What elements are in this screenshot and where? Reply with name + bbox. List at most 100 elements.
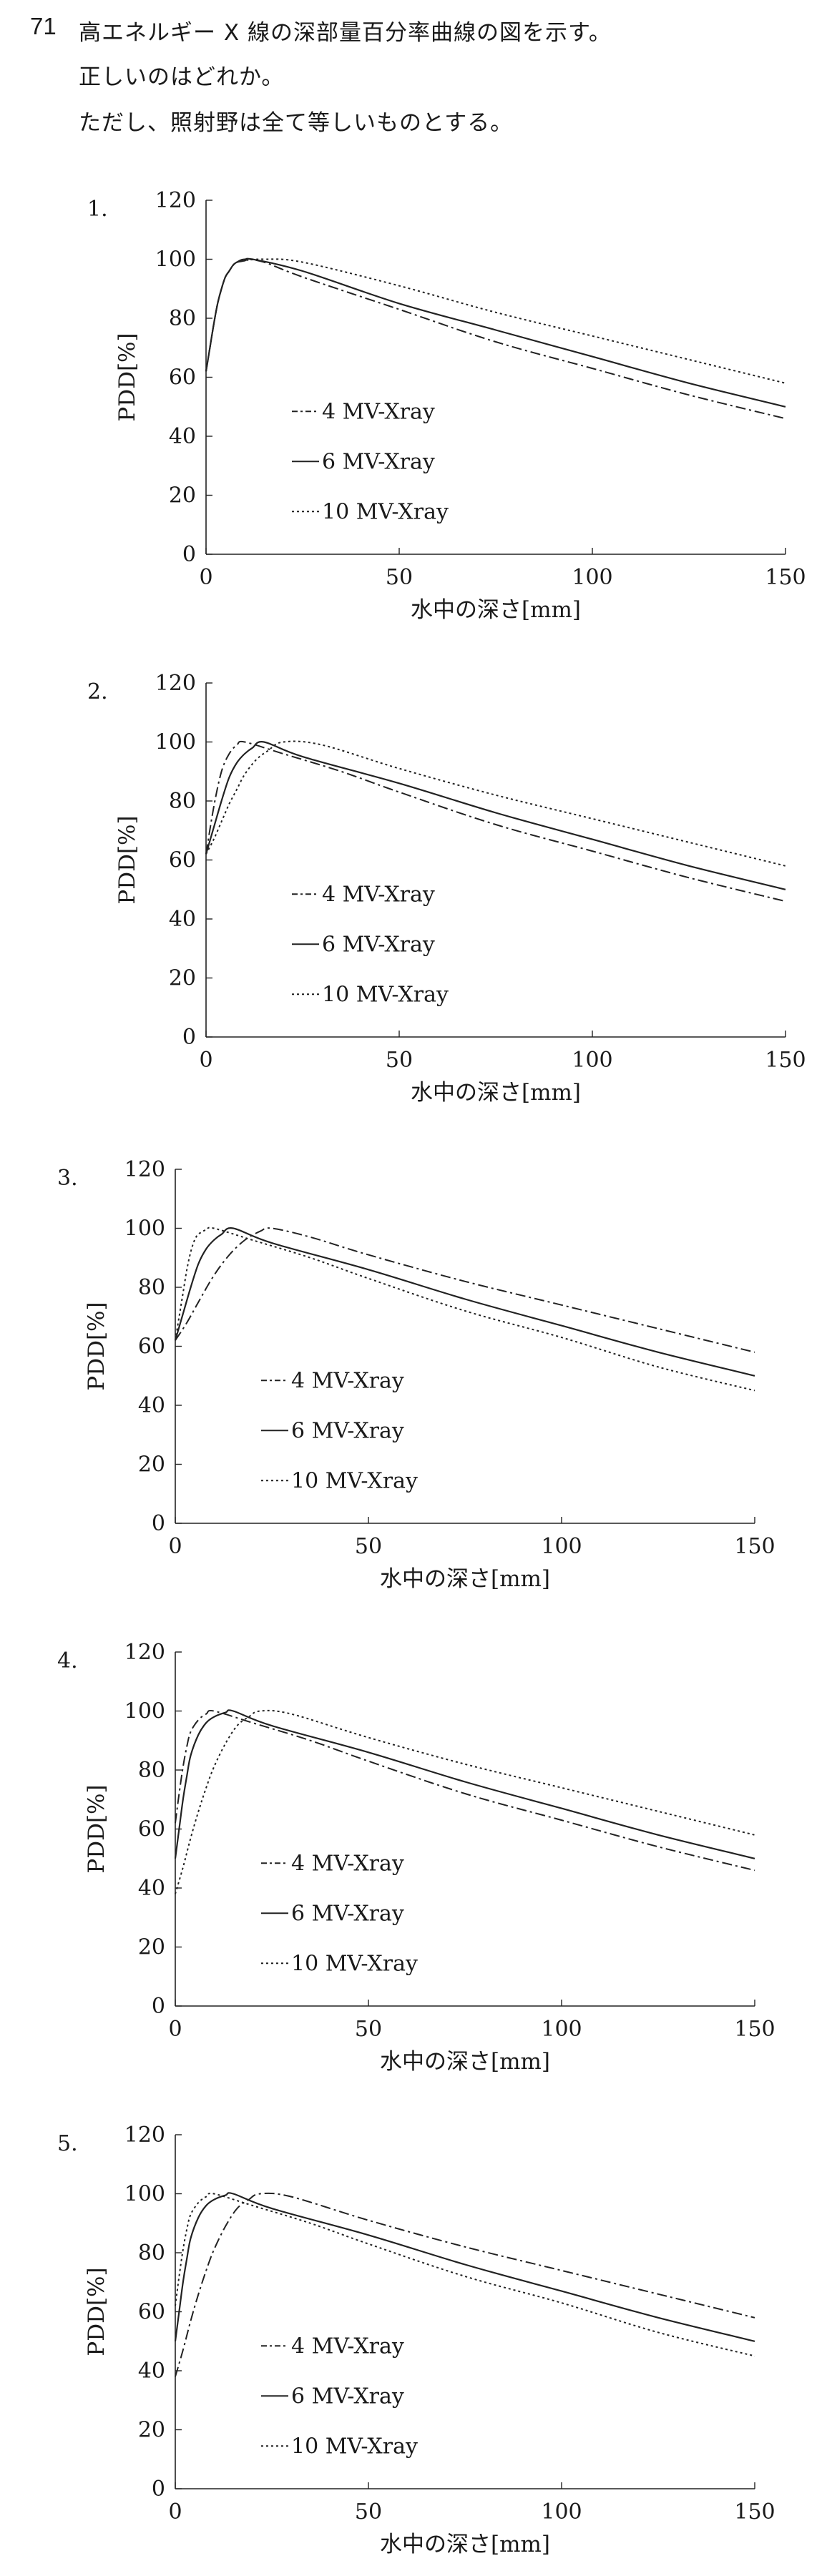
x-tick-label: 100 (541, 2499, 582, 2525)
series-line-10-mv-xray (205, 740, 786, 867)
y-tick-label: 120 (155, 188, 196, 213)
y-tick-label: 20 (169, 483, 196, 508)
y-tick-label: 100 (124, 2182, 165, 2207)
chart-label: 1. (87, 197, 108, 222)
x-tick-label: 50 (386, 565, 413, 590)
x-axis-label: 水中の深さ[mm] (380, 2049, 550, 2075)
series-line-10-mv-xray (175, 2192, 755, 2357)
y-tick-label: 0 (152, 1511, 165, 1536)
legend-entry: 4 MV-Xray (291, 1368, 404, 1393)
series-line-10-mv-xray (175, 1226, 755, 1392)
legend-entry: 6 MV-Xray (291, 1901, 404, 1926)
x-axis-label: 水中の深さ[mm] (380, 1566, 550, 1592)
series-line-10-mv-xray (175, 1709, 755, 1894)
legend-entry: 4 MV-Xray (291, 1851, 404, 1876)
y-axis-label: PDD[%] (84, 1784, 109, 1873)
y-axis-label: PDD[%] (114, 815, 140, 904)
y-tick-label: 100 (124, 1216, 165, 1242)
y-tick-label: 100 (124, 1699, 165, 1724)
series-line-4-mv-xray (205, 740, 786, 903)
chart-label: 3. (57, 1166, 78, 1191)
series-line-6-mv-xray (205, 741, 786, 890)
legend-entry: 10 MV-Xray (322, 499, 449, 524)
y-tick-label: 0 (152, 1994, 165, 2019)
y-tick-label: 60 (169, 365, 196, 390)
y-tick-label: 40 (169, 907, 196, 932)
legend-entry: 10 MV-Xray (291, 2434, 418, 2459)
y-tick-label: 120 (124, 2123, 165, 2148)
legend-entry: 6 MV-Xray (322, 449, 435, 474)
x-tick-label: 50 (355, 2499, 382, 2525)
legend-entry: 6 MV-Xray (322, 932, 435, 957)
x-tick-label: 150 (734, 1534, 775, 1559)
x-tick-label: 100 (572, 565, 612, 590)
y-tick-label: 20 (138, 1935, 165, 1960)
y-tick-label: 0 (152, 2477, 165, 2502)
y-tick-label: 20 (169, 966, 196, 991)
series-line-6-mv-xray (205, 257, 786, 408)
legend-entry: 10 MV-Xray (322, 982, 449, 1007)
chart-3: 3. 0 20 40 60 80 100 120 0 50 100 150 水中の深さ[mm] PDD[%… (57, 1157, 775, 1592)
y-axis-label: PDD[%] (84, 1302, 109, 1390)
x-tick-label: 100 (572, 1048, 612, 1073)
y-tick-label: 120 (124, 1640, 165, 1665)
x-tick-label: 150 (734, 2017, 775, 2042)
x-tick-label: 0 (168, 2499, 182, 2525)
chart-label: 4. (57, 1648, 78, 1673)
y-tick-label: 20 (138, 1452, 165, 1478)
x-tick-label: 150 (765, 1048, 806, 1073)
x-axis-label: 水中の深さ[mm] (411, 1080, 581, 1106)
chart-2: 2. 0 20 40 60 80 100 120 0 50 100 150 水中の深さ[mm] PDD[%… (87, 671, 806, 1106)
y-tick-label: 80 (138, 1758, 165, 1783)
question-line-1: 高エネルギー X 線の深部量百分率曲線の図を示す。 (79, 20, 612, 46)
y-tick-label: 60 (169, 848, 196, 873)
y-tick-label: 80 (138, 2241, 165, 2266)
y-axis-label: PDD[%] (114, 333, 140, 421)
legend-entry: 6 MV-Xray (291, 1418, 404, 1443)
y-tick-label: 80 (169, 789, 196, 814)
series-line-6-mv-xray (174, 1227, 755, 1377)
x-axis-label: 水中の深さ[mm] (411, 597, 581, 623)
legend-entry: 10 MV-Xray (291, 1468, 418, 1493)
y-tick-label: 40 (138, 1876, 165, 1901)
x-tick-label: 100 (541, 1534, 582, 1559)
series-line-4-mv-xray (175, 2192, 755, 2377)
chart-label: 2. (87, 679, 108, 704)
x-tick-label: 0 (199, 1048, 212, 1073)
legend-entry: 4 MV-Xray (322, 882, 435, 907)
y-tick-label: 40 (138, 1393, 165, 1418)
y-tick-label: 60 (138, 2300, 165, 2325)
x-tick-label: 150 (765, 565, 806, 590)
series-line-6-mv-xray (174, 1709, 755, 1859)
x-tick-label: 0 (168, 1534, 182, 1559)
x-tick-label: 150 (734, 2499, 775, 2525)
series-line-4-mv-xray (175, 1709, 755, 1872)
chart-label: 5. (57, 2131, 78, 2156)
legend-entry: 4 MV-Xray (322, 399, 435, 424)
y-tick-label: 100 (155, 247, 196, 272)
y-tick-label: 20 (138, 2418, 165, 2443)
y-axis-label: PDD[%] (84, 2267, 109, 2356)
legend-entry: 4 MV-Xray (291, 2334, 404, 2359)
y-tick-label: 40 (138, 2359, 165, 2384)
y-tick-label: 120 (124, 1157, 165, 1182)
series-line-4-mv-xray (205, 258, 786, 420)
x-axis-label: 水中の深さ[mm] (380, 2532, 550, 2557)
series-line-10-mv-xray (205, 258, 786, 384)
question-line-3: ただし、照射野は全て等しいものとする。 (79, 110, 514, 136)
y-tick-label: 80 (138, 1275, 165, 1300)
chart-4: 4. 0 20 40 60 80 100 120 0 50 100 150 水中の深さ[mm] PDD[%… (57, 1640, 775, 2075)
y-tick-label: 40 (169, 424, 196, 449)
y-tick-label: 100 (155, 730, 196, 755)
x-tick-label: 0 (199, 565, 212, 590)
chart-5: 5. 0 20 40 60 80 100 120 0 50 100 150 水中の深さ[mm] PDD[%… (57, 2123, 775, 2557)
y-tick-label: 120 (155, 671, 196, 696)
y-tick-label: 60 (138, 1334, 165, 1360)
series-line-6-mv-xray (174, 2192, 755, 2342)
chart-1: 1. 0 20 40 60 80 100 120 0 50 100 150 水中の深さ[mm] PDD[%… (87, 188, 806, 623)
x-tick-label: 50 (386, 1048, 413, 1073)
x-tick-label: 0 (168, 2017, 182, 2042)
question-line-2: 正しいのはどれか。 (79, 64, 285, 90)
x-tick-label: 100 (541, 2017, 582, 2042)
